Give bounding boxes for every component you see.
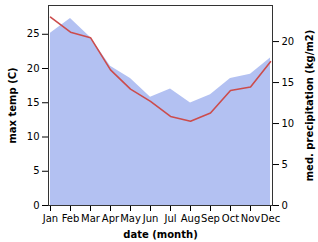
svg-text:Dec: Dec xyxy=(261,213,280,224)
svg-text:May: May xyxy=(120,213,141,224)
svg-text:max temp (C): max temp (C) xyxy=(7,67,18,143)
svg-text:10: 10 xyxy=(282,118,295,129)
svg-text:date (month): date (month) xyxy=(123,229,197,240)
svg-text:20: 20 xyxy=(282,36,295,47)
svg-text:20: 20 xyxy=(27,63,40,74)
svg-text:15: 15 xyxy=(27,97,40,108)
svg-text:Apr: Apr xyxy=(102,213,120,224)
svg-text:10: 10 xyxy=(27,131,40,142)
svg-text:5: 5 xyxy=(282,159,288,170)
svg-text:Oct: Oct xyxy=(222,213,239,224)
svg-text:Nov: Nov xyxy=(241,213,261,224)
svg-text:25: 25 xyxy=(27,28,40,39)
svg-text:med. precipitation (kg/m2): med. precipitation (kg/m2) xyxy=(304,30,315,182)
svg-text:0: 0 xyxy=(282,200,288,211)
svg-text:15: 15 xyxy=(282,77,295,88)
svg-text:Sep: Sep xyxy=(201,213,220,224)
svg-text:Jun: Jun xyxy=(142,213,159,224)
svg-text:Aug: Aug xyxy=(181,213,201,224)
svg-text:Jul: Jul xyxy=(163,213,176,224)
svg-text:Feb: Feb xyxy=(62,213,80,224)
svg-text:Jan: Jan xyxy=(42,213,58,224)
svg-text:0: 0 xyxy=(33,200,39,211)
svg-text:Mar: Mar xyxy=(81,213,101,224)
svg-text:5: 5 xyxy=(33,165,39,176)
